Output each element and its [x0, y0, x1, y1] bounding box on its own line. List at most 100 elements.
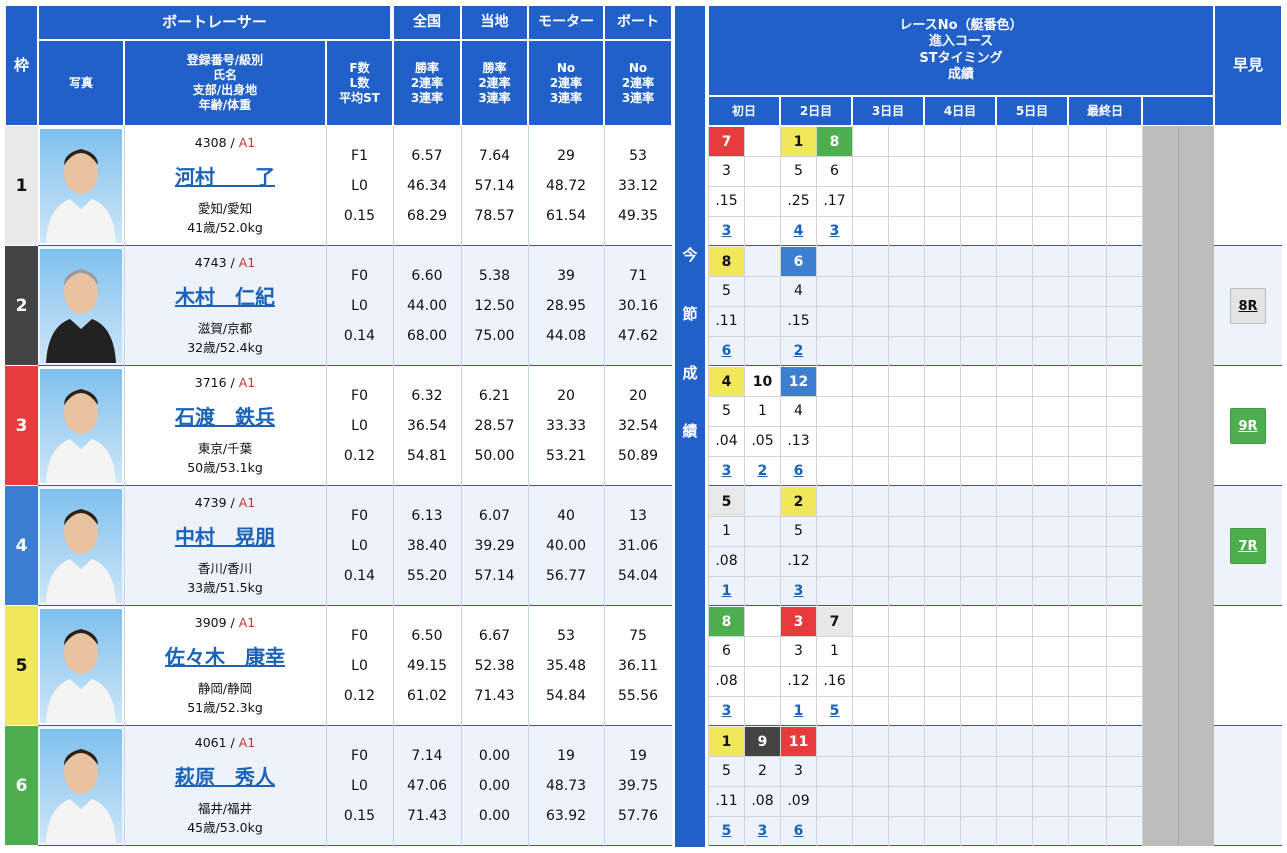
results-vline — [1106, 246, 1107, 366]
race-result-link[interactable]: 5 — [829, 703, 840, 719]
racer-branch: 静岡/静岡 — [197, 680, 253, 696]
stat-zen: 36.54 — [406, 418, 448, 434]
stat-tou: 57.14 — [474, 568, 515, 584]
grid-line — [393, 246, 394, 366]
racer-class: A1 — [238, 494, 256, 510]
race-result-link[interactable]: 5 — [721, 823, 732, 839]
header-fl-line: 平均ST — [339, 90, 380, 105]
results-vline — [708, 126, 709, 246]
grid-line — [393, 486, 394, 606]
hayami-race-link[interactable]: 8R — [1230, 288, 1266, 324]
grid-line — [461, 126, 462, 246]
header-boat-sub: No 2連率 3連率 — [604, 40, 672, 126]
race-result-link[interactable]: 3 — [721, 223, 732, 239]
stat-zen: 7.14 — [411, 748, 443, 764]
entry-course: 1 — [758, 403, 767, 419]
race-result-link[interactable]: 6 — [793, 823, 804, 839]
racer-name-link[interactable]: 木村 仁紀 — [175, 284, 275, 309]
grid-line — [124, 486, 125, 606]
racer-name-link[interactable]: 萩原 秀人 — [175, 764, 275, 789]
racer-name-link[interactable]: 石渡 鉄兵 — [175, 404, 275, 429]
race-result-link[interactable]: 2 — [793, 343, 804, 359]
results-vline — [852, 246, 853, 366]
race-result-link[interactable]: 3 — [721, 703, 732, 719]
grid-line — [393, 726, 394, 846]
stat-mot: 48.73 — [545, 778, 587, 794]
race-result-link[interactable]: 6 — [793, 463, 804, 479]
header-photo: 写真 — [38, 40, 124, 126]
st-timing: .12 — [787, 673, 810, 689]
results-vline — [744, 606, 745, 726]
results-vline — [888, 126, 889, 246]
header-zenkoku-sub-line: 2連率 — [410, 75, 444, 90]
grid-line — [124, 366, 125, 486]
st-timing: .08 — [715, 553, 738, 569]
race-result-link[interactable]: 4 — [793, 223, 804, 239]
race-result-link[interactable]: 6 — [721, 343, 732, 359]
racer-silhouette-icon — [46, 749, 116, 843]
results-vline — [1142, 726, 1143, 846]
hayami-cell — [1214, 606, 1282, 726]
racer-name-link[interactable]: 河村 了 — [175, 164, 275, 189]
stat-zen: 71.43 — [406, 808, 448, 824]
results-hline — [708, 276, 1142, 277]
fl-f: F0 — [351, 508, 368, 524]
stat-tou: 28.57 — [474, 418, 515, 434]
racer-photo — [40, 129, 122, 243]
stat-zen: 61.02 — [406, 688, 448, 704]
header-fl-line: L数 — [349, 75, 370, 90]
results-hline — [708, 756, 1142, 757]
results-vline — [1178, 126, 1179, 246]
grid-line — [461, 246, 462, 366]
stat-boa: 55.56 — [617, 688, 659, 704]
race-result-link[interactable]: 3 — [829, 223, 840, 239]
stat-tou: 5.38 — [478, 268, 511, 284]
reg-class: 4739 / A1 — [194, 494, 256, 510]
entry-course: 3 — [794, 763, 803, 779]
hayami-race-link[interactable]: 7R — [1230, 528, 1266, 564]
header-hayami: 早見 — [1214, 5, 1282, 126]
race-result-link[interactable]: 2 — [757, 463, 768, 479]
racer-name-link[interactable]: 佐々木 康幸 — [165, 644, 285, 669]
reg-class: 4308 / A1 — [194, 134, 256, 150]
stat-mot: 39 — [557, 268, 575, 284]
grid-line — [326, 246, 327, 366]
entry-course: 5 — [722, 283, 731, 299]
entry-course: 6 — [830, 163, 839, 179]
race-result-link[interactable]: 3 — [757, 823, 768, 839]
racer-photo — [40, 489, 122, 603]
entry-course: 5 — [794, 163, 803, 179]
race-number-badge: 11 — [781, 727, 816, 756]
results-vline — [996, 246, 997, 366]
grid-line — [604, 606, 605, 726]
results-hline — [708, 696, 1142, 697]
race-result-link[interactable]: 3 — [793, 583, 804, 599]
racer-name-link[interactable]: 中村 晃朋 — [175, 524, 275, 549]
grid-line — [124, 246, 125, 366]
st-timing: .05 — [751, 433, 774, 449]
hayami-cell — [1214, 726, 1282, 846]
entry-course: 6 — [722, 643, 731, 659]
race-result-link[interactable]: 1 — [793, 703, 804, 719]
results-vline — [816, 486, 817, 606]
racer-branch: 滋賀/京都 — [197, 320, 253, 336]
race-number-badge: 8 — [709, 247, 744, 276]
results-vline — [924, 606, 925, 726]
results-vline — [816, 126, 817, 246]
grid-line — [393, 366, 394, 486]
stat-mot: 40 — [557, 508, 575, 524]
reg-number: 3716 — [194, 374, 227, 390]
header-touchi-sub-line: 3連率 — [478, 90, 511, 105]
stat-tou: 78.57 — [474, 208, 515, 224]
racer-photo — [40, 609, 122, 723]
header-touchi: 当地 — [461, 5, 528, 40]
race-result-link[interactable]: 3 — [721, 463, 732, 479]
results-vline — [1032, 726, 1033, 846]
grid-line — [604, 366, 605, 486]
hayami-race-link[interactable]: 9R — [1230, 408, 1266, 444]
race-result-link[interactable]: 1 — [721, 583, 732, 599]
header-boat-sub-line: No — [628, 60, 648, 75]
header-boat-sub-line: 2連率 — [621, 75, 655, 90]
header-info-line: 登録番号/級別 — [186, 53, 264, 67]
race-info-line: STタイミング — [919, 50, 1003, 66]
